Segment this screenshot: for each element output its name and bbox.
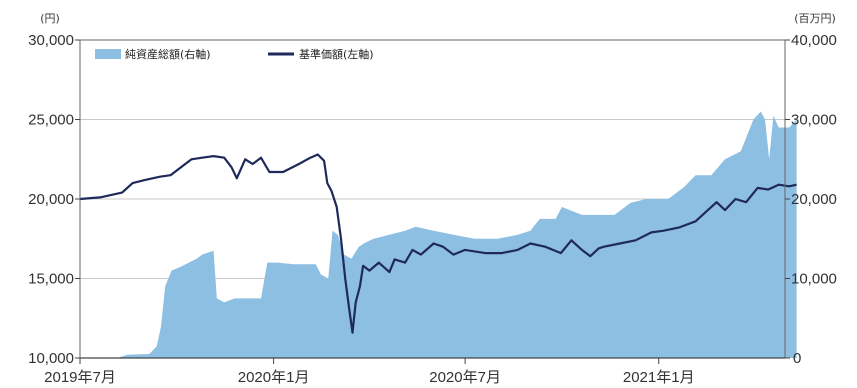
right-axis-unit: (百万円) xyxy=(794,12,836,25)
left-tick-label: 20,000 xyxy=(28,191,74,208)
left-tick-label: 25,000 xyxy=(28,112,74,129)
left-axis-unit: (円) xyxy=(40,12,60,25)
x-tick-label: 2021年1月 xyxy=(623,369,695,386)
left-tick-label: 30,000 xyxy=(28,32,74,49)
legend: 純資産総額(右軸) 基準価額(左軸) xyxy=(95,47,374,61)
plot-area xyxy=(79,111,797,358)
x-tick-label: 2019年7月 xyxy=(44,369,116,386)
left-tick-label: 10,000 xyxy=(28,350,74,367)
series-area-net-assets xyxy=(80,111,797,358)
right-tick-label: 20,000 xyxy=(791,191,837,208)
x-tick-label: 2020年1月 xyxy=(238,369,310,386)
right-tick-label: 40,000 xyxy=(791,32,837,49)
x-tick-label: 2020年7月 xyxy=(429,369,501,386)
right-tick-label: 30,000 xyxy=(791,112,837,129)
right-tick-label: 10,000 xyxy=(791,271,837,288)
legend-label-net-assets: 純資産総額(右軸) xyxy=(125,47,211,61)
series-line-nav xyxy=(79,153,797,334)
axes: (円) (百万円) 10,000 15,000 20,000 25,000 30,000… xyxy=(28,12,837,386)
legend-label-nav: 基準価額(左軸) xyxy=(299,47,374,61)
right-tick-label: 0 xyxy=(793,350,801,367)
legend-swatch-net-assets xyxy=(95,49,121,59)
left-tick-label: 15,000 xyxy=(28,271,74,288)
